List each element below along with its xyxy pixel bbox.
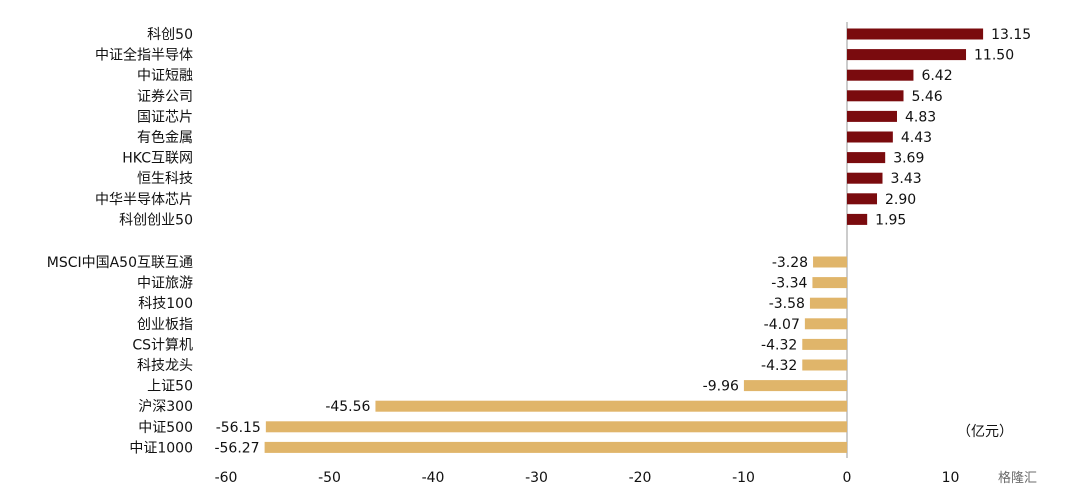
- category-label: 中华半导体芯片: [95, 192, 193, 208]
- bar: [813, 256, 847, 268]
- bar: [847, 69, 914, 81]
- bar: [809, 297, 847, 309]
- category-label: HKC互联网: [122, 151, 193, 167]
- bar: [743, 380, 847, 392]
- bar: [804, 318, 847, 330]
- bar: [265, 421, 847, 433]
- category-label: 证券公司: [137, 89, 193, 105]
- watermark-logo: 格隆汇: [998, 471, 1038, 486]
- bar: [847, 90, 904, 102]
- data-label: -4.32: [761, 358, 797, 374]
- data-label: -56.27: [214, 440, 259, 456]
- bar: [847, 110, 897, 122]
- bar: [847, 213, 868, 225]
- bar: [847, 152, 886, 164]
- bar: [847, 131, 893, 143]
- bar: [812, 277, 847, 289]
- bar: [802, 359, 847, 371]
- bar: [375, 400, 847, 412]
- category-label: MSCI中国A50互联互通: [47, 255, 193, 271]
- data-label: 6.42: [921, 68, 952, 84]
- x-tick-label: -10: [732, 470, 755, 486]
- data-label: -45.56: [325, 399, 370, 415]
- category-label: 上证50: [147, 379, 193, 395]
- x-tick-label: -30: [525, 470, 548, 486]
- category-label: 恒生科技: [137, 171, 193, 187]
- bar: [802, 338, 847, 350]
- bar: [847, 28, 984, 40]
- data-label: -9.96: [703, 379, 739, 395]
- data-label: 13.15: [991, 27, 1031, 43]
- category-label: 中证500: [138, 420, 193, 436]
- x-tick-label: -60: [215, 470, 238, 486]
- bar: [847, 193, 878, 205]
- category-label: 创业板指: [137, 317, 193, 333]
- x-tick-label: 10: [942, 470, 960, 486]
- category-label: 科创创业50: [119, 212, 193, 228]
- data-label: 4.83: [905, 109, 936, 125]
- data-label: -3.58: [769, 296, 805, 312]
- x-tick-label: -50: [318, 470, 341, 486]
- bar: [847, 172, 883, 184]
- data-label: 4.43: [901, 130, 932, 146]
- bar: [847, 49, 967, 61]
- x-tick-label: -20: [629, 470, 652, 486]
- data-label: -4.32: [761, 337, 797, 353]
- bar: [264, 441, 848, 453]
- data-label: -3.34: [771, 276, 807, 292]
- category-label: 科创50: [147, 27, 193, 43]
- data-label: 11.50: [974, 48, 1014, 64]
- data-label: -56.15: [216, 420, 261, 436]
- category-label: 中证全指半导体: [95, 47, 193, 64]
- data-label: 3.69: [893, 151, 924, 167]
- category-label: 中证短融: [137, 68, 193, 84]
- category-label: 科技100: [138, 296, 193, 312]
- category-label: 中证1000: [129, 440, 193, 456]
- data-label: 2.90: [885, 192, 916, 208]
- unit-label: （亿元）: [957, 424, 1013, 440]
- category-label: CS计算机: [132, 337, 193, 353]
- category-label: 中证旅游: [137, 276, 193, 292]
- data-label: 1.95: [875, 212, 906, 228]
- category-label: 国证芯片: [137, 109, 193, 125]
- data-label: -4.07: [764, 317, 800, 333]
- x-tick-label: -40: [422, 470, 445, 486]
- category-label: 科技龙头: [137, 358, 193, 374]
- category-label: 有色金属: [137, 129, 193, 146]
- data-label: -3.28: [772, 255, 808, 271]
- x-tick-label: 0: [843, 470, 852, 486]
- data-label: 3.43: [891, 171, 922, 187]
- category-label: 沪深300: [138, 399, 193, 415]
- data-label: 5.46: [912, 89, 943, 105]
